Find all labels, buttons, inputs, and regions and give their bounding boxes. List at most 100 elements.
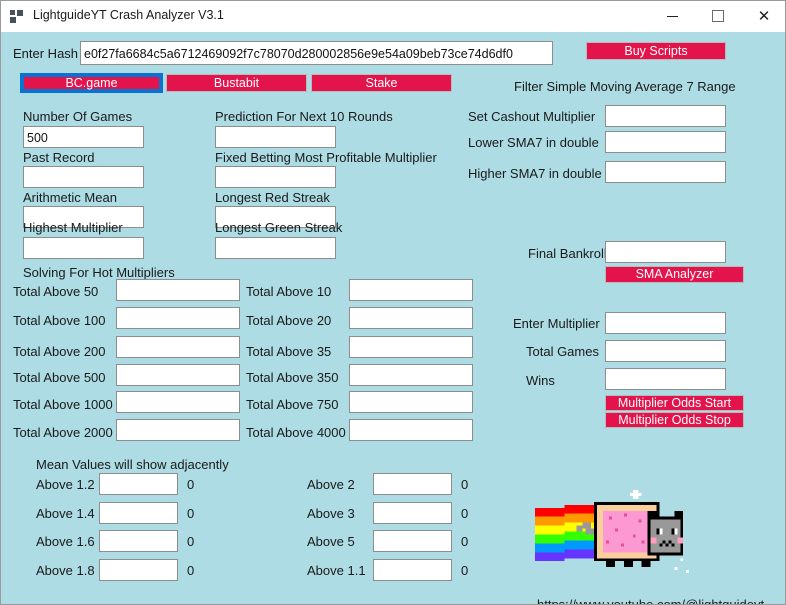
total-above-4000-input[interactable] [349, 419, 473, 441]
total-above-200-label: Total Above 200 [13, 344, 106, 359]
longest-red-streak-label: Longest Red Streak [215, 190, 330, 205]
above-1-8-label: Above 1.8 [36, 563, 95, 578]
multiplier-odds-start-button[interactable]: Multiplier Odds Start [605, 395, 744, 411]
title-bar: LightguideYT Crash Analyzer V3.1 ✕ [1, 1, 785, 33]
total-above-2000-input[interactable] [116, 419, 240, 441]
total-above-20-input[interactable] [349, 307, 473, 329]
mean-values-heading: Mean Values will show adjacently [36, 457, 229, 472]
above-1-1-input[interactable] [373, 559, 452, 581]
past-record-input[interactable] [23, 166, 144, 188]
total-games-input[interactable] [605, 340, 726, 362]
enter-multiplier-label: Enter Multiplier [513, 316, 600, 331]
total-above-10-input[interactable] [349, 279, 473, 301]
total-above-50-label: Total Above 50 [13, 284, 99, 299]
above-1-8-count: 0 [187, 563, 195, 578]
total-games-label: Total Games [526, 344, 599, 359]
above-1-2-input[interactable] [99, 473, 178, 495]
app-squares-icon [10, 10, 24, 23]
total-above-20-label: Total Above 20 [246, 313, 332, 328]
sma-panel-heading: Filter Simple Moving Average 7 Range [514, 79, 736, 94]
above-1-2-label: Above 1.2 [36, 477, 95, 492]
above-1-1-count: 0 [461, 563, 469, 578]
total-above-100-input[interactable] [116, 307, 240, 329]
set-cashout-multiplier-input[interactable] [605, 105, 726, 127]
total-above-500-input[interactable] [116, 364, 240, 386]
arithmetic-mean-input[interactable] [23, 206, 144, 228]
multiplier-odds-stop-button[interactable]: Multiplier Odds Stop [605, 412, 744, 428]
nyan-cat-icon [534, 490, 690, 582]
total-above-750-label: Total Above 750 [246, 397, 339, 412]
total-above-35-input[interactable] [349, 336, 473, 358]
total-above-100-label: Total Above 100 [13, 313, 106, 328]
longest-green-streak-label: Longest Green Streak [215, 220, 343, 235]
total-above-200-input[interactable] [116, 336, 240, 358]
enter-hash-label: Enter Hash [13, 46, 79, 61]
highest-multiplier-label: Highest Multiplier [23, 220, 123, 235]
total-above-750-input[interactable] [349, 391, 473, 413]
final-bankroll-label: Final Bankroll [528, 246, 607, 261]
above-3-count: 0 [461, 506, 469, 521]
above-1-6-label: Above 1.6 [36, 534, 95, 549]
minimize-icon [666, 16, 678, 17]
prediction-next-10-rounds-label: Prediction For Next 10 Rounds [215, 109, 393, 124]
above-1-4-label: Above 1.4 [36, 506, 95, 521]
above-2-count: 0 [461, 477, 469, 492]
total-above-1000-input[interactable] [116, 391, 240, 413]
longest-red-streak-input[interactable] [215, 206, 336, 228]
total-above-500-label: Total Above 500 [13, 370, 106, 385]
past-record-label: Past Record [23, 150, 95, 165]
above-3-label: Above 3 [307, 506, 355, 521]
number-of-games-input[interactable] [23, 126, 144, 148]
buy-scripts-button[interactable]: Buy Scripts [586, 42, 726, 60]
higher-sma7-input[interactable] [605, 161, 726, 183]
above-1-4-count: 0 [187, 506, 195, 521]
highest-multiplier-input[interactable] [23, 237, 144, 259]
hot-multipliers-heading: Solving For Hot Multipliers [23, 265, 175, 280]
above-1-2-count: 0 [187, 477, 195, 492]
above-2-input[interactable] [373, 473, 452, 495]
longest-green-streak-input[interactable] [215, 237, 336, 259]
site-button-bustabit[interactable]: Bustabit [166, 74, 307, 92]
above-5-label: Above 5 [307, 534, 355, 549]
above-5-input[interactable] [373, 530, 452, 552]
window-title: LightguideYT Crash Analyzer V3.1 [33, 8, 224, 22]
close-button[interactable]: ✕ [741, 1, 785, 31]
site-button-stake[interactable]: Stake [311, 74, 452, 92]
above-5-count: 0 [461, 534, 469, 549]
total-above-2000-label: Total Above 2000 [13, 425, 113, 440]
total-above-35-label: Total Above 35 [246, 344, 332, 359]
above-1-6-input[interactable] [99, 530, 178, 552]
prediction-next-10-rounds-input[interactable] [215, 126, 336, 148]
total-above-350-label: Total Above 350 [246, 370, 339, 385]
client-area: Enter Hash Buy Scripts BC.game Bustabit … [1, 32, 785, 604]
total-above-10-label: Total Above 10 [246, 284, 332, 299]
youtube-url-text: https://www.youtube.com/@lightguideyt [537, 597, 765, 605]
total-above-1000-label: Total Above 1000 [13, 397, 113, 412]
total-above-50-input[interactable] [116, 279, 240, 301]
number-of-games-label: Number Of Games [23, 109, 133, 124]
set-cashout-multiplier-label: Set Cashout Multiplier [468, 109, 596, 124]
above-3-input[interactable] [373, 502, 452, 524]
hash-input[interactable] [80, 41, 553, 65]
above-2-label: Above 2 [307, 477, 355, 492]
final-bankroll-input[interactable] [605, 241, 726, 263]
lower-sma7-label: Lower SMA7 in double [468, 135, 599, 150]
fixed-betting-profitable-multiplier-input[interactable] [215, 166, 336, 188]
minimize-button[interactable] [649, 1, 695, 31]
arithmetic-mean-label: Arithmetic Mean [23, 190, 117, 205]
wins-input[interactable] [605, 368, 726, 390]
sma-analyzer-button[interactable]: SMA Analyzer [605, 266, 744, 283]
total-above-350-input[interactable] [349, 364, 473, 386]
close-icon: ✕ [757, 7, 771, 25]
lower-sma7-input[interactable] [605, 131, 726, 153]
maximize-icon [712, 10, 724, 22]
above-1-8-input[interactable] [99, 559, 178, 581]
maximize-button[interactable] [695, 1, 741, 31]
fixed-betting-profitable-multiplier-label: Fixed Betting Most Profitable Multiplier [215, 150, 437, 165]
above-1-4-input[interactable] [99, 502, 178, 524]
site-button-bc-game[interactable]: BC.game [20, 73, 163, 93]
above-1-6-count: 0 [187, 534, 195, 549]
wins-label: Wins [526, 373, 555, 388]
enter-multiplier-input[interactable] [605, 312, 726, 334]
